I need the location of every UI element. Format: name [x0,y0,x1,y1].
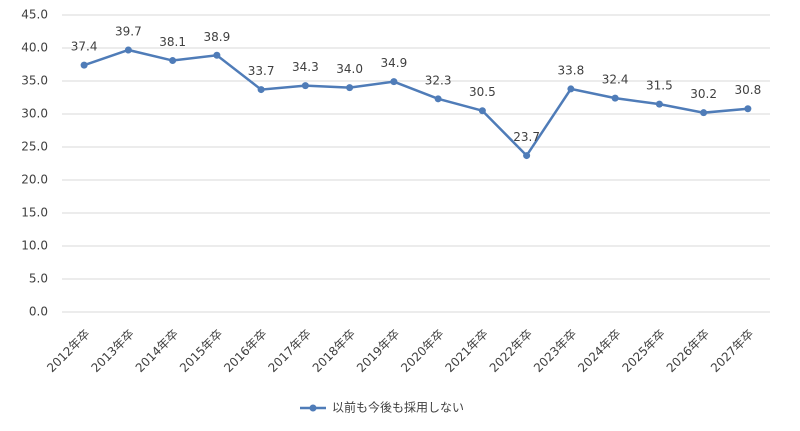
data-point [523,152,531,160]
x-tick-label: 2018年卒 [310,327,358,375]
x-tick-label: 2021年卒 [443,327,491,375]
data-label: 34.0 [336,62,363,76]
data-point [744,105,752,113]
x-tick-label: 2026年卒 [664,327,712,375]
x-tick-label: 2015年卒 [177,327,225,375]
y-tick-label: 45.0 [21,8,48,22]
x-tick-label: 2022年卒 [487,327,535,375]
x-tick-label: 2016年卒 [221,327,269,375]
y-tick-label: 15.0 [21,206,48,220]
data-point [80,61,88,69]
series-line [83,48,748,158]
data-point [478,107,486,115]
data-label: 34.3 [292,60,319,74]
data-point [611,94,619,102]
y-tick-label: 25.0 [21,140,48,154]
data-point [257,86,265,94]
data-label: 30.2 [690,87,717,101]
x-tick-label: 2023年卒 [531,327,579,375]
data-label: 39.7 [115,24,142,38]
y-tick-label: 20.0 [21,173,48,187]
x-tick-label: 2027年卒 [708,327,756,375]
data-label: 31.5 [646,79,673,93]
y-tick-label: 10.0 [21,239,48,253]
legend-label: 以前も今後も採用しない [332,400,464,415]
x-tick-label: 2019年卒 [354,327,402,375]
y-tick-label: 5.0 [29,272,48,286]
data-point [567,85,575,93]
x-tick-label: 2020年卒 [398,327,446,375]
data-label: 30.8 [735,83,762,97]
data-label: 33.7 [248,64,275,78]
data-label: 33.8 [558,63,585,77]
data-label: 38.1 [159,35,186,49]
x-tick-label: 2012年卒 [44,327,92,375]
data-point [390,78,398,86]
data-point [213,51,221,59]
data-point [434,95,442,103]
y-tick-label: 30.0 [21,107,48,121]
data-point [700,109,708,117]
data-point [346,84,354,92]
x-tick-label: 2017年卒 [266,327,314,375]
y-tick-label: 35.0 [21,74,48,88]
data-point [124,46,132,54]
data-label: 34.9 [381,56,408,70]
data-point [655,100,663,108]
y-tick-label: 0.0 [29,305,48,319]
y-tick-label: 40.0 [21,41,48,55]
data-point [301,82,309,90]
data-label: 38.9 [204,30,231,44]
x-tick-label: 2024年卒 [575,327,623,375]
x-tick-label: 2013年卒 [89,327,137,375]
data-label: 32.3 [425,73,452,87]
data-label: 30.5 [469,85,496,99]
data-label: 23.7 [513,130,540,144]
data-label: 32.4 [602,73,629,87]
x-tick-label: 2025年卒 [620,327,668,375]
legend-marker [309,404,317,412]
data-label: 37.4 [71,40,98,54]
data-point [169,57,177,65]
x-tick-label: 2014年卒 [133,327,181,375]
